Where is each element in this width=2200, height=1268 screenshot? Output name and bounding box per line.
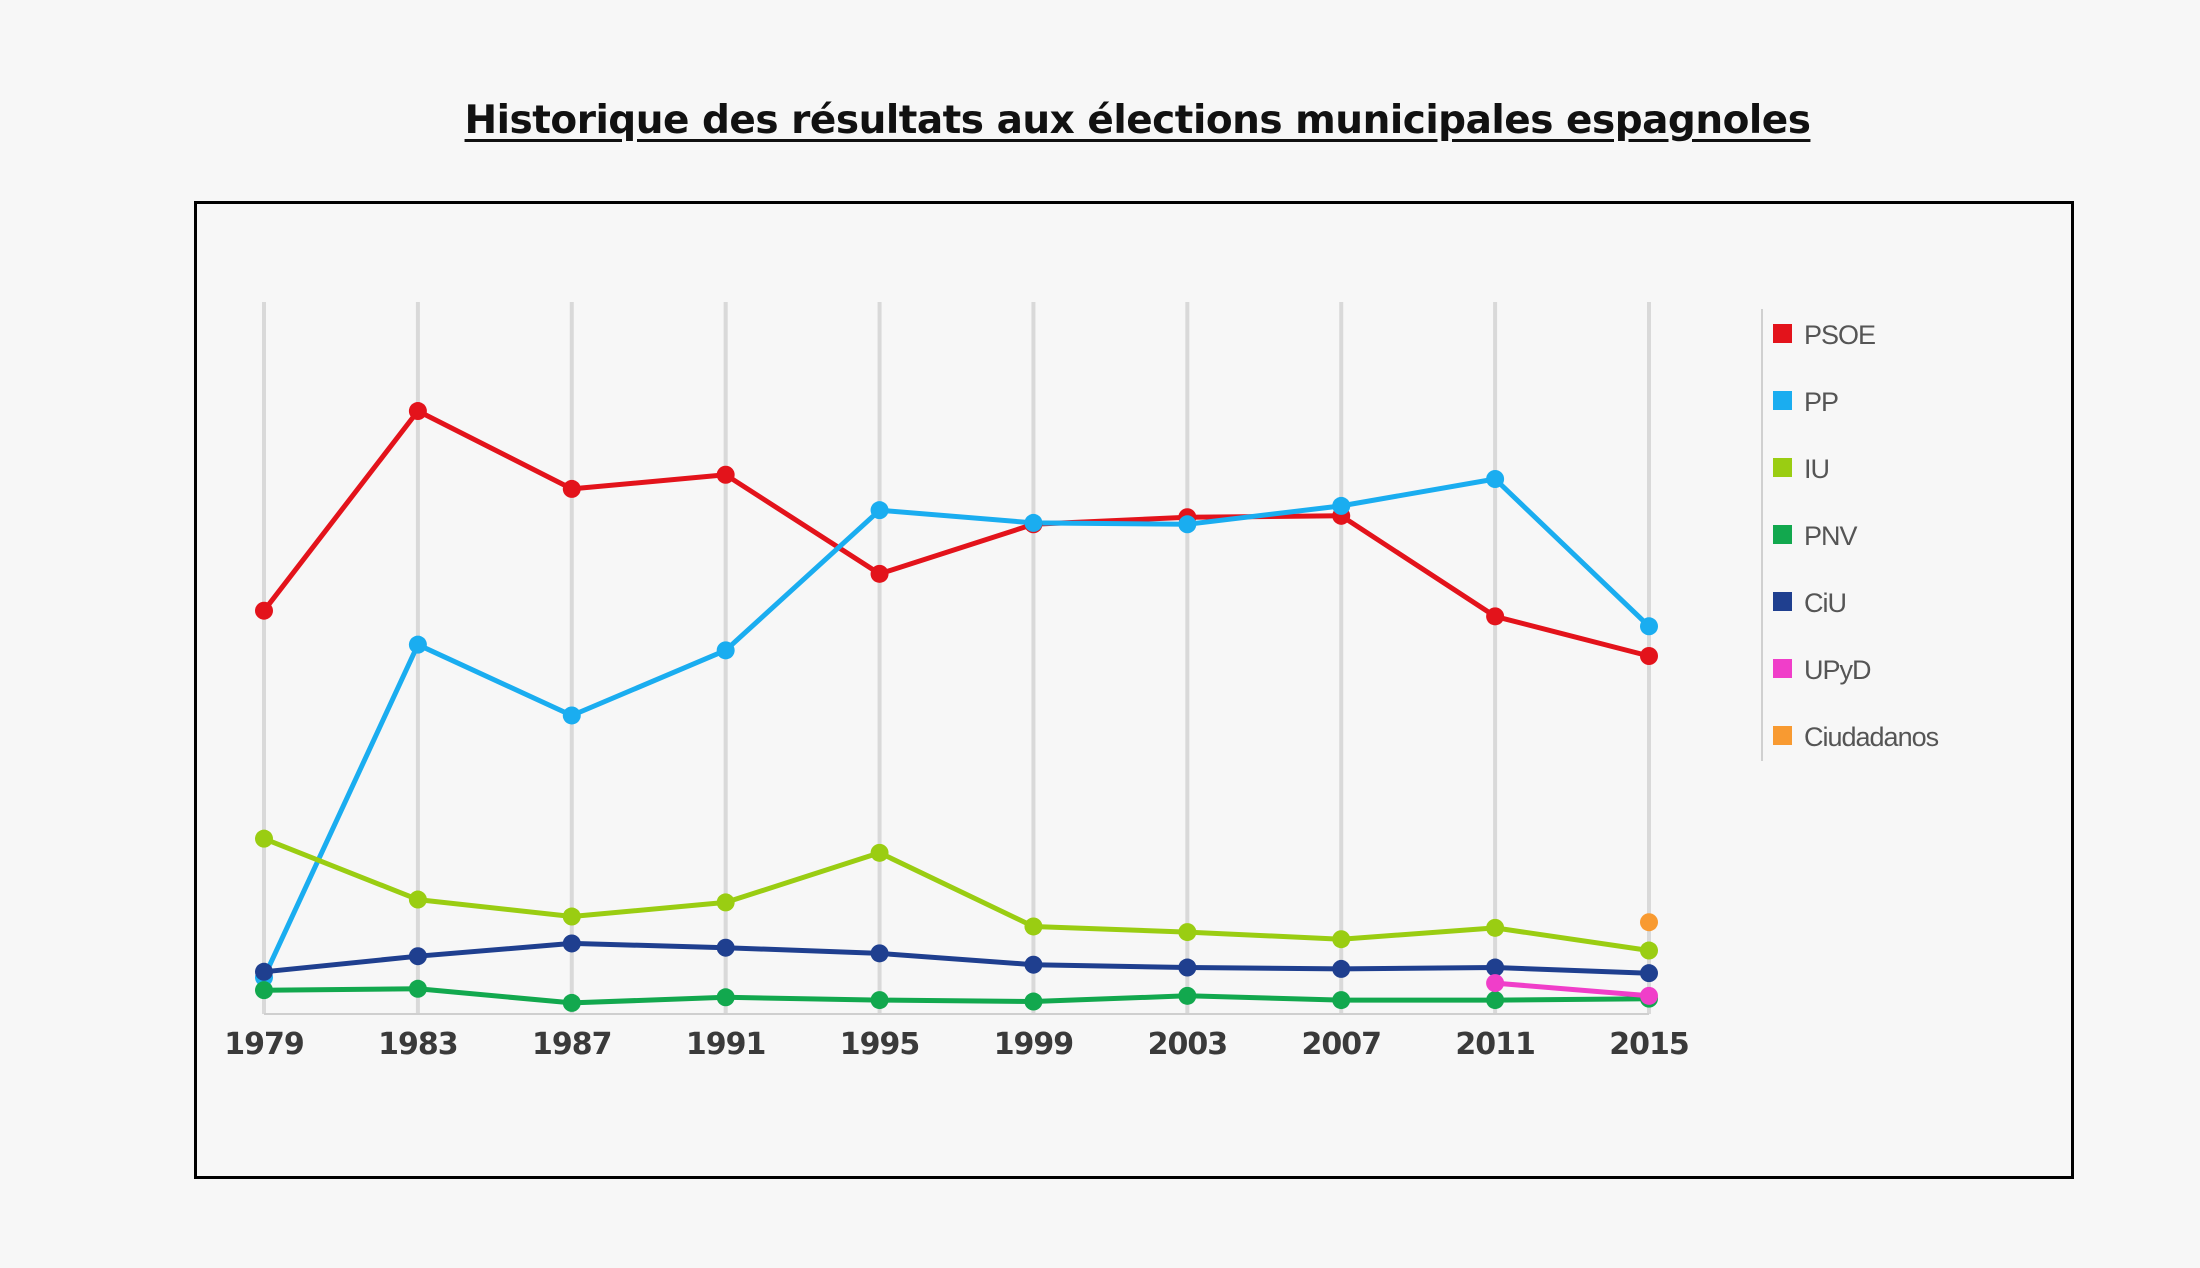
data-point-psoe-1979 bbox=[255, 601, 273, 620]
legend-label-psoe: PSOE bbox=[1804, 320, 1875, 350]
data-point-pp-1995 bbox=[870, 501, 889, 520]
legend: PSOE PP IU PNV CiU UPyD Ciudadanos bbox=[1761, 309, 1940, 761]
data-point-pp-2003 bbox=[1178, 515, 1197, 534]
data-point-pnv-1991 bbox=[716, 988, 735, 1007]
x-tick-label: 1991 bbox=[686, 1027, 766, 1062]
data-point-ciu-1999 bbox=[1024, 955, 1043, 974]
data-point-ciu-2015 bbox=[1640, 964, 1658, 983]
data-point-pp-1987 bbox=[562, 706, 581, 725]
data-point-psoe-1987 bbox=[562, 479, 581, 498]
x-tick-label: 2011 bbox=[1455, 1027, 1535, 1062]
data-point-psoe-1991 bbox=[716, 465, 735, 484]
legend-swatch-psoe bbox=[1773, 324, 1792, 343]
chart-title: Historique des résultats aux élections m… bbox=[464, 98, 1811, 143]
data-point-iu-1999 bbox=[1024, 917, 1043, 936]
legend-label-ciu: CiU bbox=[1804, 588, 1846, 618]
series-line-upyd bbox=[1492, 980, 1652, 999]
data-point-pnv-1979 bbox=[255, 981, 273, 1000]
data-point-upyd-2011 bbox=[1486, 974, 1505, 993]
data-point-pnv-1983 bbox=[408, 979, 427, 998]
x-tick-label: 1999 bbox=[994, 1027, 1074, 1062]
series-line-pnv bbox=[261, 986, 1652, 1006]
data-point-iu-1991 bbox=[716, 893, 735, 912]
data-point-ciu-1995 bbox=[870, 944, 889, 963]
data-point-ciu-2007 bbox=[1332, 959, 1351, 978]
series-line-ciu bbox=[261, 940, 1652, 976]
data-point-iu-1995 bbox=[870, 843, 889, 862]
data-point-iu-2015 bbox=[1640, 941, 1658, 960]
legend-swatch-pnv bbox=[1773, 525, 1792, 544]
data-point-ciu-1991 bbox=[716, 938, 735, 957]
data-point-iu-1987 bbox=[562, 907, 581, 926]
data-point-ciu-2003 bbox=[1178, 958, 1197, 977]
series-line-psoe bbox=[261, 408, 1652, 659]
series-line-pp bbox=[261, 476, 1652, 980]
data-point-pnv-2003 bbox=[1178, 986, 1197, 1005]
legend-swatch-ciu bbox=[1773, 592, 1792, 611]
grid-lines bbox=[262, 302, 1651, 1014]
data-point-pnv-2007 bbox=[1332, 991, 1351, 1010]
x-tick-label: 2003 bbox=[1148, 1027, 1228, 1062]
chart-frame: 1979 1983 1987 1991 1995 1999 2003 2007 2011 2015… bbox=[194, 201, 2074, 1179]
data-point-iu-2011 bbox=[1486, 918, 1505, 937]
data-point-iu-1979 bbox=[255, 829, 273, 848]
x-tick-label: 2015 bbox=[1609, 1027, 1689, 1062]
data-point-ciu-1979 bbox=[255, 962, 273, 981]
data-point-psoe-1995 bbox=[870, 564, 889, 583]
data-point-pp-1999 bbox=[1024, 513, 1043, 532]
x-tick-label: 2007 bbox=[1301, 1027, 1381, 1062]
legend-swatch-ciudadanos bbox=[1773, 726, 1792, 745]
data-point-pnv-2011 bbox=[1486, 991, 1505, 1010]
legend-label-pp: PP bbox=[1804, 387, 1838, 417]
data-point-pp-1991 bbox=[716, 641, 735, 660]
data-point-pp-1983 bbox=[408, 635, 427, 654]
x-tick-label: 1995 bbox=[840, 1027, 920, 1062]
x-axis: 1979 1983 1987 1991 1995 1999 2003 2007 2011 2015 bbox=[224, 1013, 1690, 1062]
data-point-ciu-1987 bbox=[562, 934, 581, 953]
legend-label-ciudadanos: Ciudadanos bbox=[1804, 722, 1939, 752]
data-point-pp-2011 bbox=[1486, 470, 1505, 488]
data-point-upyd-2015 bbox=[1640, 986, 1658, 1005]
legend-label-iu: IU bbox=[1804, 454, 1829, 484]
x-tick-label: 1987 bbox=[532, 1027, 612, 1062]
series-lines bbox=[261, 408, 1652, 1006]
x-tick-label: 1979 bbox=[224, 1027, 304, 1062]
data-point-pnv-1995 bbox=[870, 991, 889, 1010]
legend-label-upyd: UPyD bbox=[1804, 655, 1871, 685]
series-line-iu bbox=[261, 836, 1652, 953]
legend-swatch-iu bbox=[1773, 458, 1792, 477]
data-point-ciu-1983 bbox=[408, 947, 427, 966]
data-point-iu-2003 bbox=[1178, 923, 1197, 942]
data-point-psoe-2015 bbox=[1640, 647, 1658, 665]
data-points bbox=[255, 402, 1658, 1012]
data-point-pnv-1999 bbox=[1024, 992, 1043, 1011]
data-point-pp-2007 bbox=[1332, 496, 1351, 515]
data-point-iu-2007 bbox=[1332, 930, 1351, 949]
legend-label-pnv: PNV bbox=[1804, 521, 1858, 551]
legend-swatch-upyd bbox=[1773, 659, 1792, 678]
data-point-pnv-1987 bbox=[562, 993, 581, 1012]
data-point-pp-2015 bbox=[1640, 617, 1658, 636]
data-point-psoe-1983 bbox=[408, 402, 427, 421]
data-point-ciu-2011 bbox=[1486, 958, 1505, 977]
data-point-iu-1983 bbox=[408, 890, 427, 909]
legend-swatch-pp bbox=[1773, 391, 1792, 410]
line-chart: 1979 1983 1987 1991 1995 1999 2003 2007 2011 2015… bbox=[224, 302, 1940, 1062]
data-point-psoe-2011 bbox=[1486, 607, 1505, 626]
data-point-ciudadanos-2015 bbox=[1640, 913, 1658, 932]
x-tick-label: 1983 bbox=[378, 1027, 458, 1062]
